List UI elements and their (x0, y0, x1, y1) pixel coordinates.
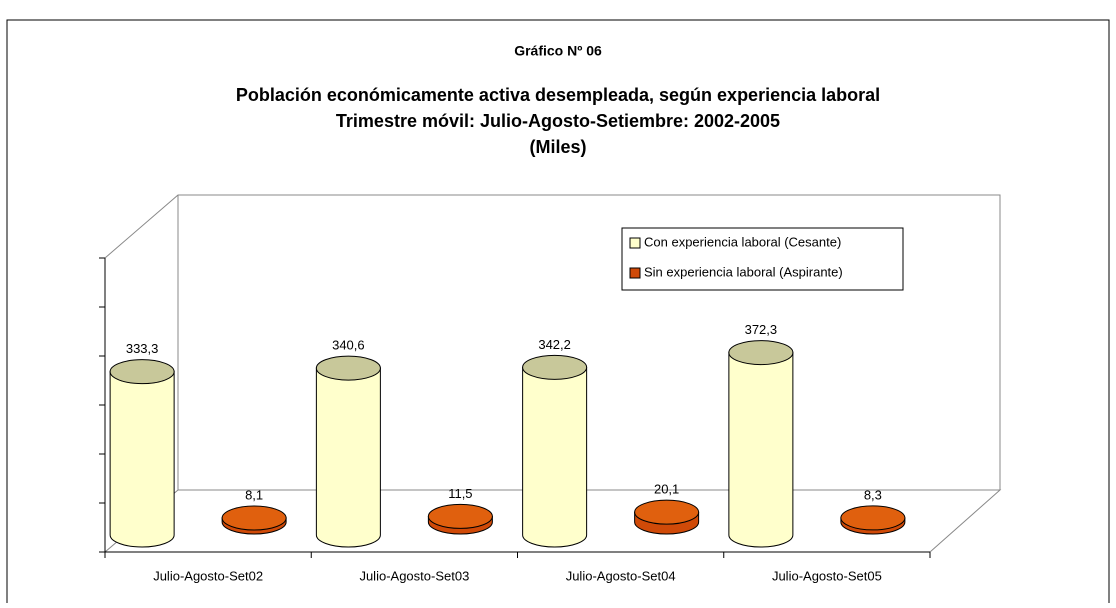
cylinder-top (109, 359, 175, 385)
legend-box (621, 227, 904, 291)
cylinder-top (634, 499, 700, 525)
subtitle: Población económicamente activa desemple… (236, 85, 880, 105)
x-tick-label: Julio-Agosto-Set04 (566, 568, 676, 583)
cylinder-body (728, 352, 794, 548)
value-label: 20,1 (654, 482, 679, 497)
legend-label: Con experiencia laboral (Cesante) (644, 234, 841, 249)
value-label: 372,3 (745, 322, 778, 337)
cylinder-top (522, 354, 588, 380)
cylinder-top (315, 355, 381, 381)
value-label: 8,3 (864, 487, 882, 502)
value-label: 8,1 (245, 487, 263, 502)
chart-title: Gráfico Nº 06 (514, 43, 602, 59)
x-tick-label: Julio-Agosto-Set03 (359, 568, 469, 583)
cylinder-body (315, 367, 381, 548)
value-label: 342,2 (538, 337, 571, 352)
value-label: 333,3 (126, 341, 159, 356)
legend-swatch (629, 267, 641, 279)
legend-swatch (629, 237, 641, 249)
subtitle: Trimestre móvil: Julio-Agosto-Setiembre:… (336, 111, 780, 131)
cylinder-body (522, 366, 588, 548)
subtitle: (Miles) (529, 137, 586, 157)
cylinder-body (109, 371, 175, 548)
cylinder-top (840, 505, 906, 531)
cylinder-top (427, 503, 493, 529)
x-tick-label: Julio-Agosto-Set02 (153, 568, 263, 583)
value-label: 340,6 (332, 338, 365, 353)
value-label: 11,5 (448, 486, 472, 501)
cylinder-top (728, 340, 794, 366)
x-tick-label: Julio-Agosto-Set05 (772, 568, 882, 583)
legend-label: Sin experiencia laboral (Aspirante) (644, 264, 843, 279)
cylinder-top (221, 505, 287, 531)
